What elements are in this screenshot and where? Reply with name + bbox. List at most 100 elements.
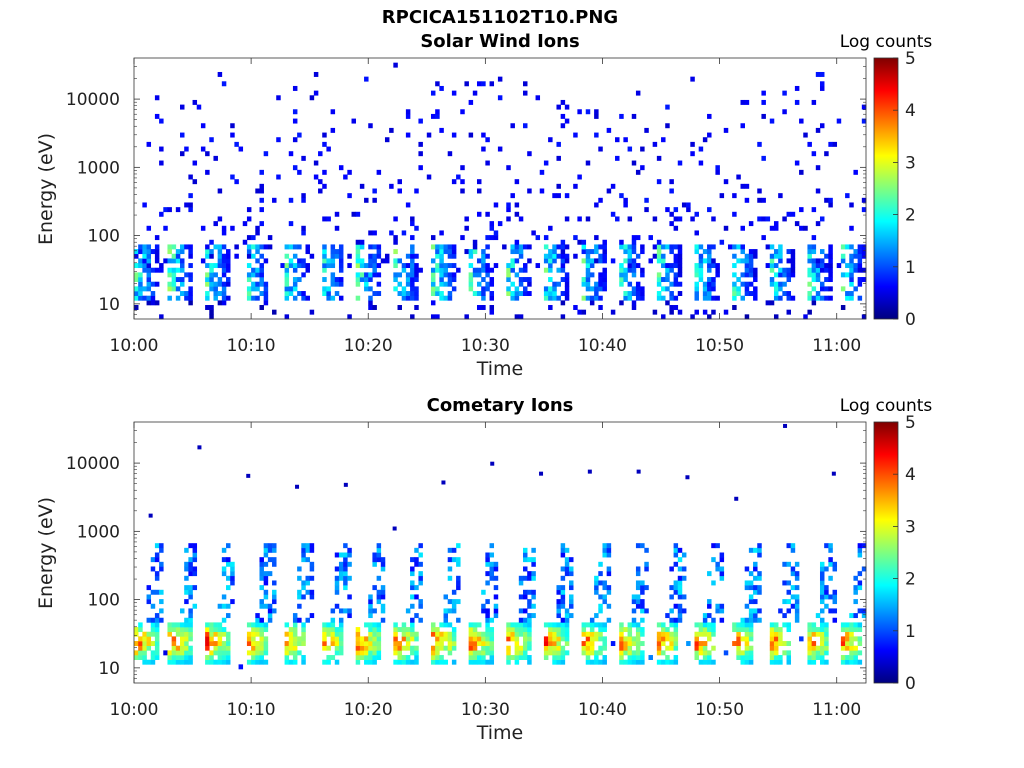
heatmap-cell <box>698 244 704 250</box>
heatmap-cell <box>819 645 825 651</box>
heatmap-cell <box>564 281 570 287</box>
heatmap-cell <box>476 636 482 642</box>
heatmap-cell <box>464 249 469 255</box>
heatmap-cell <box>460 165 465 171</box>
x-tick-label: 10:40 <box>578 336 627 356</box>
colorbar-tick-label: 3 <box>905 153 916 173</box>
heatmap-cell <box>594 113 599 119</box>
heatmap-cell <box>368 594 373 600</box>
heatmap-cell <box>811 645 817 651</box>
heatmap-cell <box>794 603 800 609</box>
heatmap-cell <box>246 291 252 296</box>
heatmap-cell <box>543 641 549 647</box>
heatmap-cell <box>832 608 838 614</box>
heatmap-cell <box>857 608 863 614</box>
heatmap-cell <box>171 627 177 633</box>
heatmap-cell <box>824 636 829 642</box>
heatmap-cell <box>476 655 482 660</box>
heatmap-cell <box>514 249 520 255</box>
heatmap-cell <box>439 295 444 301</box>
heatmap-cell <box>330 627 336 633</box>
heatmap-cell <box>631 267 637 273</box>
heatmap-cell <box>343 585 348 591</box>
heatmap-cell <box>255 281 260 287</box>
heatmap-cell <box>481 291 486 296</box>
heatmap-cell <box>539 471 544 476</box>
heatmap-cell <box>301 225 306 231</box>
heatmap-cell <box>380 258 386 264</box>
heatmap-cell <box>188 636 193 642</box>
heatmap-cell <box>740 659 745 665</box>
heatmap-cell <box>677 309 683 315</box>
heatmap-cell <box>807 267 812 273</box>
heatmap-cell <box>414 277 419 283</box>
heatmap-cell <box>552 645 557 651</box>
heatmap-cell <box>635 585 641 591</box>
heatmap-cell <box>640 295 645 301</box>
heatmap-cell <box>623 249 628 255</box>
heatmap-cell <box>405 263 411 269</box>
heatmap-cell <box>702 622 708 628</box>
heatmap-cell <box>200 258 206 264</box>
heatmap-cell <box>364 272 369 278</box>
heatmap-cell <box>778 608 783 614</box>
heatmap-cell <box>338 622 344 628</box>
heatmap-cell <box>627 253 633 259</box>
heatmap-cell <box>656 659 662 665</box>
figure-title: RPCICA151102T10.PNG <box>381 7 619 28</box>
heatmap-cell <box>673 585 679 591</box>
heatmap-cell <box>205 249 210 255</box>
heatmap-cell <box>221 557 227 563</box>
heatmap-cell <box>773 314 779 320</box>
heatmap-cell <box>376 589 382 595</box>
heatmap-cell <box>656 272 662 278</box>
heatmap-cell <box>807 141 812 147</box>
heatmap-cell <box>221 281 227 287</box>
heatmap-cell <box>514 622 520 628</box>
heatmap-cell <box>849 225 854 231</box>
heatmap-cell <box>389 230 394 236</box>
heatmap-cell <box>715 263 720 269</box>
heatmap-cell <box>564 253 570 259</box>
heatmap-cell <box>330 622 336 628</box>
heatmap-cell <box>623 277 628 283</box>
heatmap-cell <box>372 608 377 614</box>
heatmap-cell <box>368 263 373 269</box>
heatmap-cell <box>769 627 775 633</box>
heatmap-cell <box>506 263 511 269</box>
heatmap-cell <box>284 622 290 628</box>
heatmap-cell <box>815 267 821 273</box>
heatmap-cell <box>627 263 633 269</box>
heatmap-cell <box>514 202 520 208</box>
heatmap-cell <box>485 659 490 665</box>
heatmap-cell <box>849 272 854 278</box>
heatmap-cell <box>661 137 666 143</box>
heatmap-cell <box>510 622 515 628</box>
heatmap-cell <box>430 277 436 283</box>
heatmap-cell <box>330 277 336 283</box>
heatmap-cell <box>673 295 679 301</box>
heatmap-cell <box>773 636 779 642</box>
heatmap-cell <box>364 197 369 203</box>
heatmap-cell <box>489 552 495 558</box>
heatmap-cell <box>184 295 189 301</box>
heatmap-cell <box>543 655 549 660</box>
heatmap-cell <box>334 641 340 647</box>
heatmap-cell <box>439 281 444 287</box>
heatmap-cell <box>251 627 256 633</box>
heatmap-cell <box>213 221 218 227</box>
heatmap-cell <box>577 109 582 115</box>
heatmap-cell <box>213 659 218 665</box>
heatmap-cell <box>284 291 290 296</box>
heatmap-cell <box>585 636 591 642</box>
heatmap-cell <box>159 211 164 217</box>
heatmap-cell <box>184 599 189 605</box>
heatmap-cell <box>142 267 147 273</box>
heatmap-cell <box>560 253 566 259</box>
heatmap-cell <box>853 589 858 595</box>
heatmap-cell <box>518 281 524 287</box>
x-tick-label: 11:00 <box>812 700 861 720</box>
heatmap-cell <box>569 571 574 577</box>
heatmap-cell <box>171 277 177 283</box>
heatmap-cell <box>209 239 214 245</box>
